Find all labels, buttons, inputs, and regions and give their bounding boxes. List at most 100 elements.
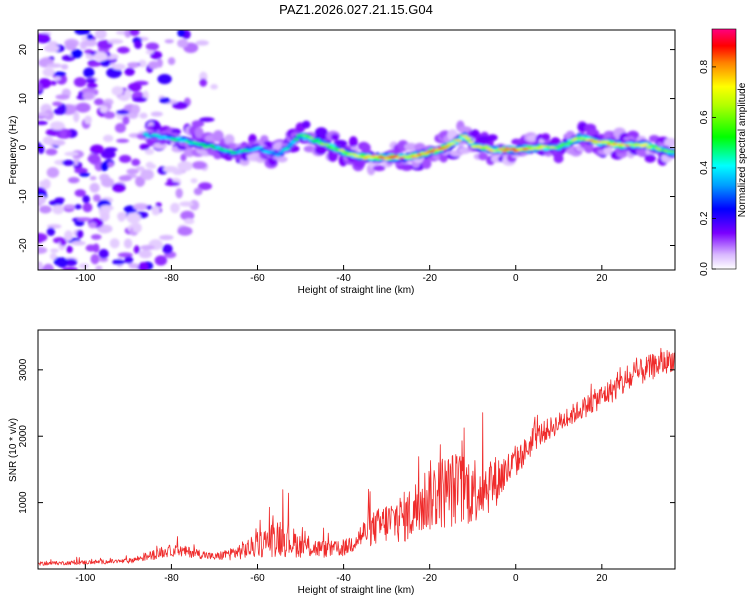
heatmap-cell	[183, 148, 196, 158]
heatmap-cell	[372, 165, 386, 172]
heatmap-cell	[537, 147, 544, 150]
heatmap-cell	[117, 212, 127, 221]
heatmap-cell	[314, 145, 327, 155]
heatmap-cell	[107, 39, 124, 45]
heatmap-cell	[82, 202, 93, 213]
heatmap-cell	[362, 156, 369, 160]
heatmap-cell	[99, 204, 114, 211]
spectrogram-y-ticks: -20 -10 0 10 20	[18, 44, 675, 253]
heatmap-cell	[38, 144, 45, 154]
heatmap-cell	[146, 138, 156, 147]
heatmap-cell	[124, 67, 135, 76]
heatmap-cell	[540, 133, 551, 141]
heatmap-cell	[38, 33, 50, 39]
heatmap-cell	[132, 222, 142, 233]
heatmap-cell	[118, 154, 132, 163]
heatmap-cell	[558, 144, 565, 147]
heatmap-cell	[43, 44, 60, 53]
heatmap-cell	[82, 195, 90, 204]
heatmap-cell	[128, 263, 140, 269]
x-tick-label: 0	[513, 573, 519, 584]
heatmap-cell	[199, 78, 208, 87]
heatmap-cell	[57, 106, 67, 112]
heatmap-cell	[183, 218, 195, 225]
spectrogram-x-ticks: -100 -80 -60 -40 -20 0 20	[75, 265, 608, 284]
heatmap-cell	[212, 130, 224, 143]
heatmap-cell	[146, 163, 157, 169]
heatmap-cell	[74, 204, 82, 210]
heatmap-cell	[404, 156, 411, 159]
spectrogram-heatmap	[38, 30, 675, 270]
heatmap-cell	[348, 136, 358, 148]
heatmap-cell	[184, 140, 191, 143]
heatmap-cell	[131, 104, 141, 115]
heatmap-cell	[256, 146, 264, 149]
heatmap-cell	[383, 157, 390, 160]
x-tick-label: -20	[422, 573, 437, 584]
heatmap-cell	[651, 145, 658, 148]
heatmap-cell	[83, 39, 97, 47]
heatmap-cell	[112, 182, 126, 193]
heatmap-cell	[198, 182, 213, 191]
heatmap-cell	[61, 63, 69, 70]
heatmap-cell	[314, 138, 321, 142]
y-tick-label: 20	[18, 44, 29, 56]
heatmap-cell	[191, 120, 205, 128]
heatmap-cell	[74, 167, 88, 174]
heatmap-cell	[38, 195, 46, 205]
heatmap-cell	[482, 145, 490, 148]
heatmap-cell	[180, 210, 195, 221]
heatmap-cell	[146, 205, 153, 210]
heatmap-cell	[669, 151, 675, 156]
x-tick-label: 0	[513, 273, 519, 284]
heatmap-cell	[93, 98, 104, 106]
heatmap-cell	[38, 233, 45, 244]
heatmap-cell	[150, 111, 163, 117]
snr-x-label: Height of straight line (km)	[298, 585, 415, 596]
heatmap-cell	[199, 117, 215, 122]
x-tick-label: -40	[336, 273, 351, 284]
y-tick-label: 2000	[18, 425, 29, 448]
heatmap-cell	[42, 67, 55, 77]
heatmap-cell	[224, 134, 235, 146]
heatmap-cell	[154, 255, 168, 266]
heatmap-cell	[38, 261, 44, 270]
heatmap-cell	[109, 238, 120, 249]
heatmap-cell	[350, 152, 357, 156]
heatmap-cell	[603, 140, 610, 143]
heatmap-cell	[63, 204, 77, 210]
heatmap-cell	[326, 145, 333, 148]
spectrogram-frame	[37, 29, 676, 271]
heatmap-cell	[290, 141, 297, 144]
x-tick-label: -20	[422, 273, 437, 284]
heatmap-cell	[49, 252, 57, 260]
heatmap-cell	[104, 147, 118, 152]
heatmap-cell	[117, 46, 130, 54]
heatmap-cell	[64, 230, 73, 242]
heatmap-cell	[642, 143, 649, 146]
heatmap-cell	[116, 138, 130, 143]
colorbar-tick-label: 0.6	[699, 110, 710, 124]
heatmap-cell	[449, 142, 457, 145]
heatmap-cell	[138, 249, 153, 259]
heatmap-cell	[38, 246, 48, 254]
x-tick-label: -60	[250, 573, 265, 584]
colorbar-tick-label: 0.4	[699, 161, 710, 175]
heatmap-cell	[177, 226, 193, 236]
heatmap-cell	[83, 67, 95, 78]
spectrogram-y-label: Frequency (Hz)	[8, 116, 19, 185]
heatmap-cell	[126, 212, 142, 224]
heatmap-cell	[132, 96, 148, 103]
x-tick-label: -80	[164, 273, 179, 284]
heatmap-cell	[111, 86, 124, 96]
heatmap-cell	[583, 142, 594, 154]
heatmap-cell	[139, 143, 150, 150]
heatmap-cell	[50, 121, 65, 131]
x-tick-label: 20	[596, 573, 608, 584]
heatmap-cell	[75, 102, 91, 113]
heatmap-cell	[138, 59, 147, 68]
heatmap-cell	[99, 105, 108, 114]
heatmap-cell	[210, 84, 218, 90]
heatmap-cell	[85, 77, 97, 84]
heatmap-cell	[62, 159, 75, 166]
